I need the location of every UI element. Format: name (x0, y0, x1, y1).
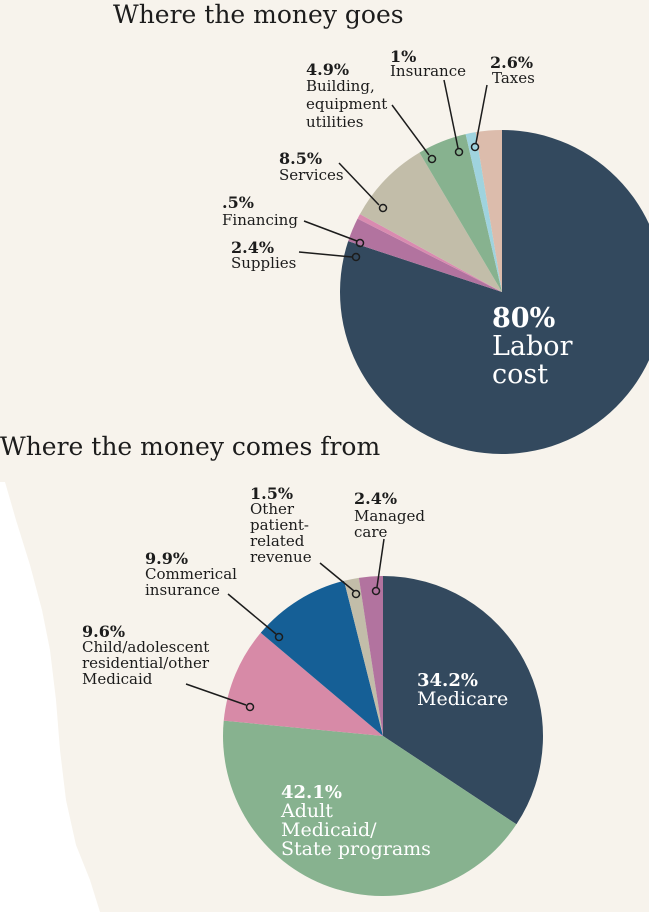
expenses-slice-taxes (475, 130, 502, 292)
expenses-slice-supplies (348, 218, 502, 292)
slice-label-other-patient: Other patient- related revenue (250, 500, 314, 566)
label-line: State programs (281, 838, 431, 860)
label-line: revenue (250, 548, 312, 566)
label-line: Medicaid/ (281, 819, 377, 841)
slice-label-medicare: Medicare (417, 688, 508, 710)
slice-pct-adult-medicaid: 42.1% (281, 782, 342, 803)
leader-line-other-patient (319, 562, 355, 592)
leader-line-taxes (475, 84, 488, 144)
slice-label-supplies: Supplies (231, 254, 296, 272)
slice-pct-insurance: 1% (390, 47, 416, 66)
leader-dot-building (427, 154, 437, 164)
label-line: Managed (354, 507, 425, 525)
expenses-slice-services (359, 152, 502, 292)
label-line: Commerical (145, 565, 237, 583)
leader-dot-supplies (351, 252, 361, 262)
expenses-slice-insurance (465, 132, 502, 292)
leader-line-supplies (298, 251, 353, 258)
leader-dot-taxes (470, 142, 480, 152)
expenses-slice-building-equipment-utilities (419, 134, 502, 292)
leader-line-building (391, 104, 430, 156)
label-line: care (354, 523, 388, 541)
leader-dot-financing (355, 238, 365, 248)
slice-pct-services: 8.5% (279, 149, 322, 168)
slice-label-labor-cost: Labor cost (492, 331, 581, 390)
pie-slices-revenue (223, 576, 543, 897)
revenue-slice-child-adolescent-residential-other-medicaid (223, 632, 383, 736)
pie-chart-expenses: Where the money goes 80% Labor cost 2.4%… (113, 0, 649, 454)
label-line: cost (492, 359, 548, 390)
slice-label-taxes: Taxes (492, 69, 535, 87)
label-line: Building, (306, 77, 375, 95)
slice-label-child-medicaid: Child/adolescent residential/other Medic… (82, 638, 214, 688)
chart-title-expenses: Where the money goes (113, 0, 404, 29)
leader-dot-commercial (274, 632, 284, 642)
slice-pct-supplies: 2.4% (231, 238, 274, 257)
slice-pct-medicare: 34.2% (417, 670, 478, 691)
label-line: equipment (306, 95, 387, 113)
leader-dot-managed-care (371, 586, 381, 596)
revenue-slice-adult-medicaid-state-programs (223, 720, 517, 897)
label-line: utilities (306, 113, 363, 131)
slice-label-services: Services (279, 166, 344, 184)
leader-line-commercial (227, 593, 277, 635)
label-line: related (250, 532, 305, 550)
slice-label-adult-medicaid: Adult Medicaid/ State programs (280, 800, 431, 860)
paper-strip (0, 482, 100, 912)
label-line: Child/adolescent (82, 638, 209, 656)
revenue-slice-managed-care (358, 576, 383, 736)
expenses-slice-labor-cost (340, 130, 649, 454)
expenses-slice-financing (357, 214, 502, 292)
slice-label-building: Building, equipment utilities (306, 77, 392, 131)
slice-label-insurance: Insurance (390, 62, 466, 80)
pie-chart-revenue: Where the money comes from 34.2% Medicar… (0, 432, 543, 897)
label-line: Labor (492, 331, 573, 362)
revenue-slice-other-patient-related-revenue (344, 577, 383, 736)
slice-pct-financing: .5% (222, 193, 254, 212)
slice-label-financing: Financing (222, 211, 298, 229)
label-line: patient- (250, 516, 309, 534)
slice-label-commercial: Commerical insurance (145, 565, 242, 599)
label-line: Adult (280, 800, 333, 822)
leader-line-child-medicaid (185, 683, 247, 706)
leader-line-insurance (443, 79, 459, 149)
leader-line-financing (303, 220, 358, 242)
pie-slices-expenses (340, 130, 649, 454)
label-line: Medicaid (82, 670, 153, 688)
slice-pct-taxes: 2.6% (490, 53, 533, 72)
label-line: Other (250, 500, 295, 518)
slice-pct-managed-care: 2.4% (354, 489, 397, 508)
leader-dot-other-patient (351, 589, 361, 599)
slice-pct-commercial: 9.9% (145, 549, 188, 568)
leader-dot-child-medicaid (245, 702, 255, 712)
label-line: insurance (145, 581, 220, 599)
slice-pct-child-medicaid: 9.6% (82, 622, 125, 641)
leader-dot-services (378, 203, 388, 213)
leader-dot-insurance (454, 147, 464, 157)
chart-title-revenue: Where the money comes from (0, 432, 380, 461)
slice-label-managed-care: Managed care (354, 507, 430, 541)
slice-pct-other-patient: 1.5% (250, 484, 293, 503)
leader-line-managed-care (376, 538, 385, 588)
slice-pct-building: 4.9% (306, 60, 349, 79)
label-line: residential/other (82, 654, 210, 672)
revenue-slice-commerical-insurance (260, 580, 383, 736)
slice-pct-labor-cost: 80% (492, 303, 555, 334)
leader-line-services (338, 162, 380, 206)
revenue-slice-medicare (383, 576, 543, 825)
